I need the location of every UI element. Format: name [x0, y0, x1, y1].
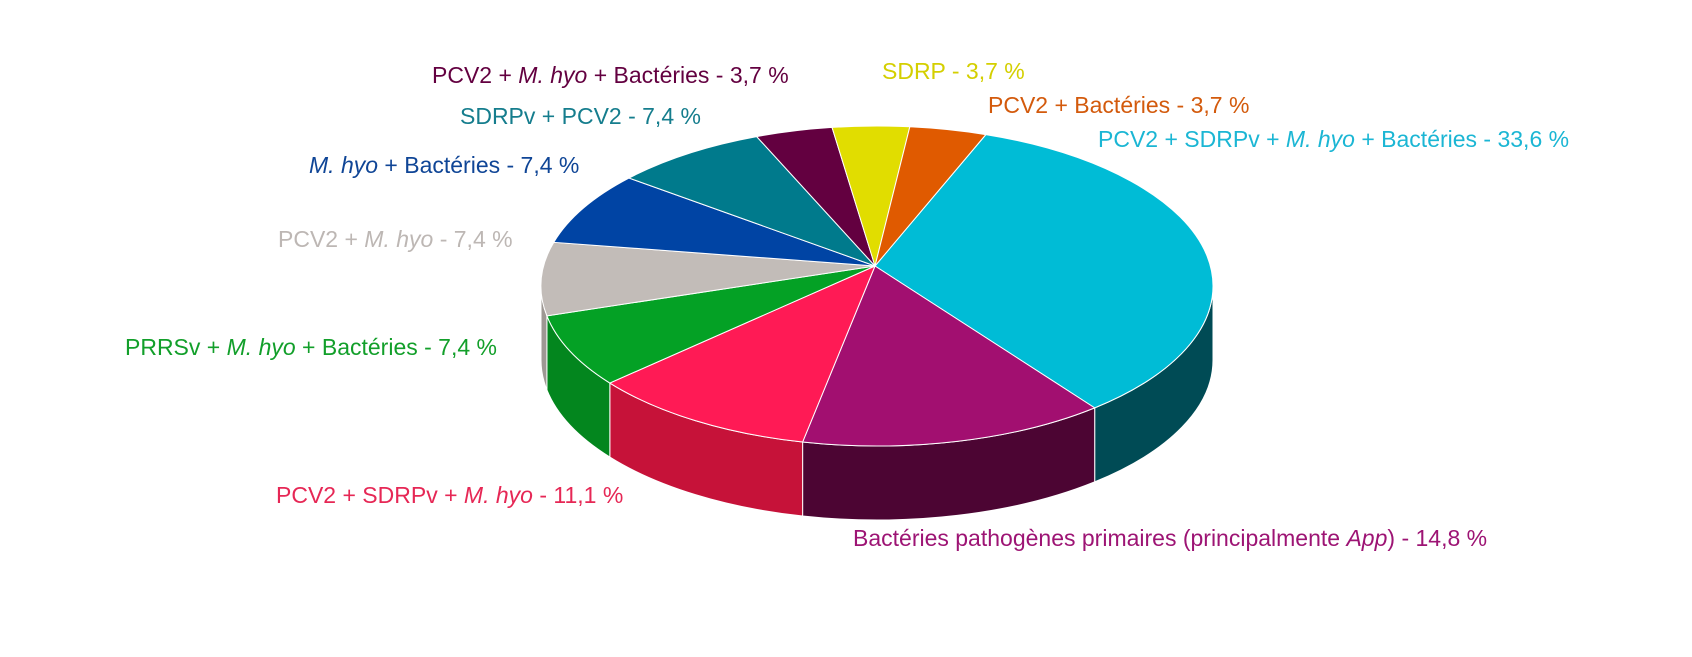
- pie-slice: [874, 126, 987, 267]
- label-text-part: Bactéries pathogènes primaires (principa…: [853, 525, 1347, 551]
- pie-slice: [540, 241, 876, 317]
- label-text-part: PCV2 + Bactéries - 3,7 %: [988, 92, 1250, 118]
- label-text-part: + Bactéries - 7,4 %: [378, 152, 580, 178]
- label-text-part: PCV2 + SDRPv +: [1098, 126, 1286, 152]
- label-text-part: - 11,1 %: [532, 482, 624, 508]
- pie-slice: [546, 265, 876, 384]
- label-text-part: PCV2 +: [278, 226, 365, 252]
- slice-label: PCV2 + Bactéries - 3,7 %: [988, 94, 1249, 117]
- slice-label: PCV2 + SDRPv + M. hyo - 11,1 %: [276, 484, 623, 507]
- label-italic-part: M. hyo: [518, 62, 588, 88]
- pie-slice: [874, 134, 1214, 409]
- label-text-part: PCV2 +: [432, 62, 519, 88]
- pie-slice: [609, 265, 876, 443]
- label-text-part: + Bactéries - 3,7 %: [587, 62, 789, 88]
- slice-label: M. hyo + Bactéries - 7,4 %: [309, 154, 579, 177]
- pie-slice: [802, 265, 1096, 447]
- label-text-part: ) - 14,8 %: [1387, 525, 1488, 551]
- label-italic-part: App: [1346, 525, 1388, 551]
- label-italic-part: M. hyo: [364, 226, 434, 252]
- label-italic-part: M. hyo: [226, 334, 296, 360]
- label-text-part: PRRSv +: [125, 334, 227, 360]
- slice-label: SDRP - 3,7 %: [882, 60, 1025, 83]
- pie-slice: [628, 136, 876, 267]
- label-text-part: + Bactéries - 7,4 %: [295, 334, 497, 360]
- slice-label: SDRPv + PCV2 - 7,4 %: [460, 105, 701, 128]
- slice-label: PCV2 + M. hyo + Bactéries - 3,7 %: [432, 64, 789, 87]
- slice-label: Bactéries pathogènes primaires (principa…: [853, 527, 1487, 550]
- slice-label: PCV2 + SDRPv + M. hyo + Bactéries - 33,6…: [1098, 128, 1569, 151]
- label-text-part: - 7,4 %: [433, 226, 513, 252]
- label-italic-part: M. hyo: [463, 482, 533, 508]
- label-text-part: + Bactéries - 33,6 %: [1354, 126, 1570, 152]
- label-italic-part: M. hyo: [1285, 126, 1355, 152]
- label-italic-part: M. hyo: [309, 152, 379, 178]
- pie-slice: [553, 177, 876, 267]
- label-text-part: SDRP - 3,7 %: [882, 58, 1025, 84]
- label-text-part: PCV2 + SDRPv +: [276, 482, 464, 508]
- slice-label: PRRSv + M. hyo + Bactéries - 7,4 %: [125, 336, 497, 359]
- label-text-part: SDRPv + PCV2 - 7,4 %: [460, 103, 701, 129]
- slice-label: PCV2 + M. hyo - 7,4 %: [278, 228, 513, 251]
- pie-top-face: [540, 125, 1214, 447]
